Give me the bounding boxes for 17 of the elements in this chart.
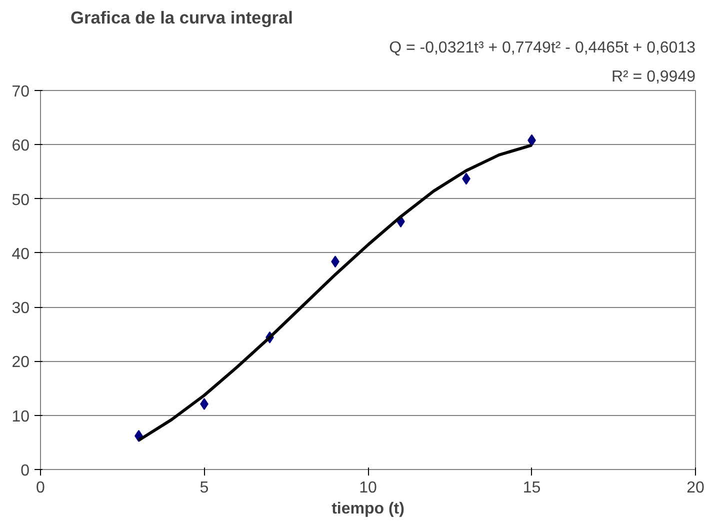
x-tick-label: 0 bbox=[36, 480, 46, 496]
y-tick-label: 50 bbox=[12, 192, 30, 209]
x-tick-label: 15 bbox=[522, 480, 541, 496]
y-tick-label: 20 bbox=[12, 354, 30, 372]
y-tick-label: 0 bbox=[20, 462, 30, 480]
x-tick-label: 20 bbox=[686, 480, 704, 496]
x-axis-title: tiempo (t) bbox=[332, 500, 404, 518]
chart-title: Grafica de la curva integral bbox=[70, 8, 293, 28]
x-tick-label: 10 bbox=[359, 480, 377, 496]
y-tick-label: 70 bbox=[12, 84, 30, 100]
y-tick-label: 10 bbox=[12, 408, 30, 426]
y-tick-label: 30 bbox=[12, 300, 30, 318]
y-tick-label: 40 bbox=[12, 246, 30, 263]
y-tick-label: 60 bbox=[12, 138, 30, 155]
text: Q = -0,0321t³ + 0,7749t² - 0,4465t + 0,6013 bbox=[389, 40, 696, 56]
text: R² = 0,9949 bbox=[611, 68, 696, 86]
x-tick-label: 5 bbox=[200, 480, 209, 496]
